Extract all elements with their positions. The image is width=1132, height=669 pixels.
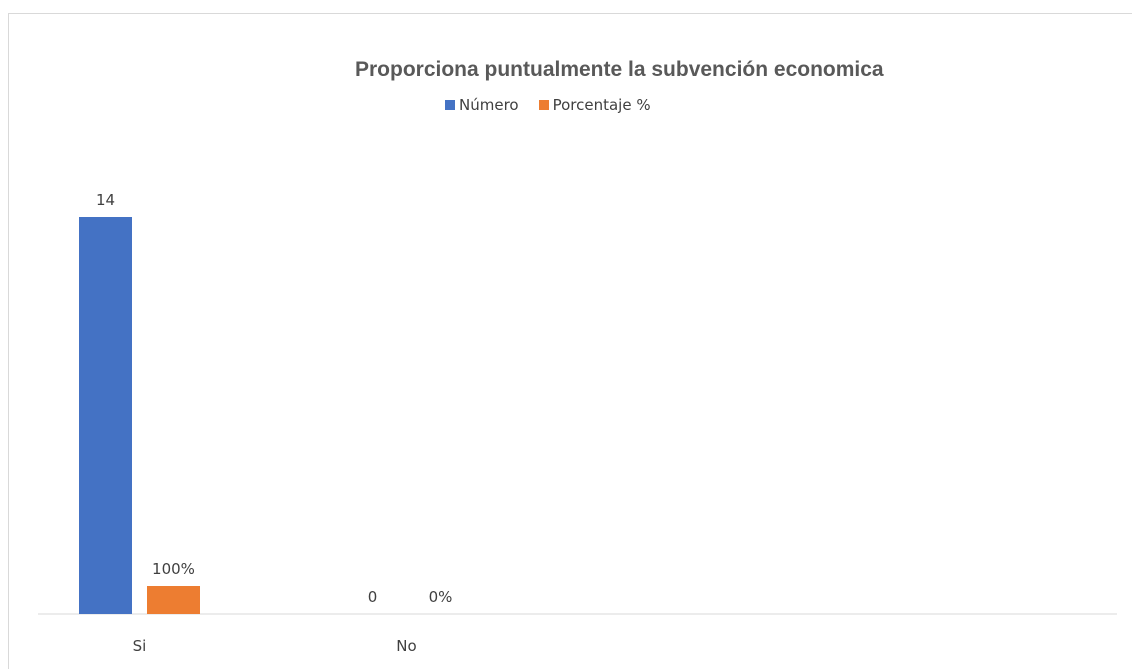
x-tick-label-si: Si xyxy=(133,637,147,655)
bar-si-series-1 xyxy=(147,586,200,614)
legend-item-numero: Número xyxy=(445,96,519,114)
legend-swatch-numero xyxy=(445,100,455,110)
bar-si-series-0 xyxy=(79,217,132,614)
chart-frame xyxy=(8,13,1132,669)
x-tick-label-no: No xyxy=(396,637,416,655)
data-label-no-series-1: 0% xyxy=(429,588,453,606)
legend-swatch-porcentaje xyxy=(538,100,549,110)
legend: Número Porcentaje % xyxy=(445,96,671,114)
data-label-no-series-0: 0 xyxy=(368,588,378,606)
legend-label-porcentaje: Porcentaje % xyxy=(552,96,651,114)
legend-item-porcentaje: Porcentaje % xyxy=(538,96,651,114)
data-label-si-series-1: 100% xyxy=(152,560,195,578)
chart-title: Proporciona puntualmente la subvención e… xyxy=(355,58,884,81)
legend-label-numero: Número xyxy=(459,96,519,114)
data-label-si-series-0: 14 xyxy=(96,191,115,209)
